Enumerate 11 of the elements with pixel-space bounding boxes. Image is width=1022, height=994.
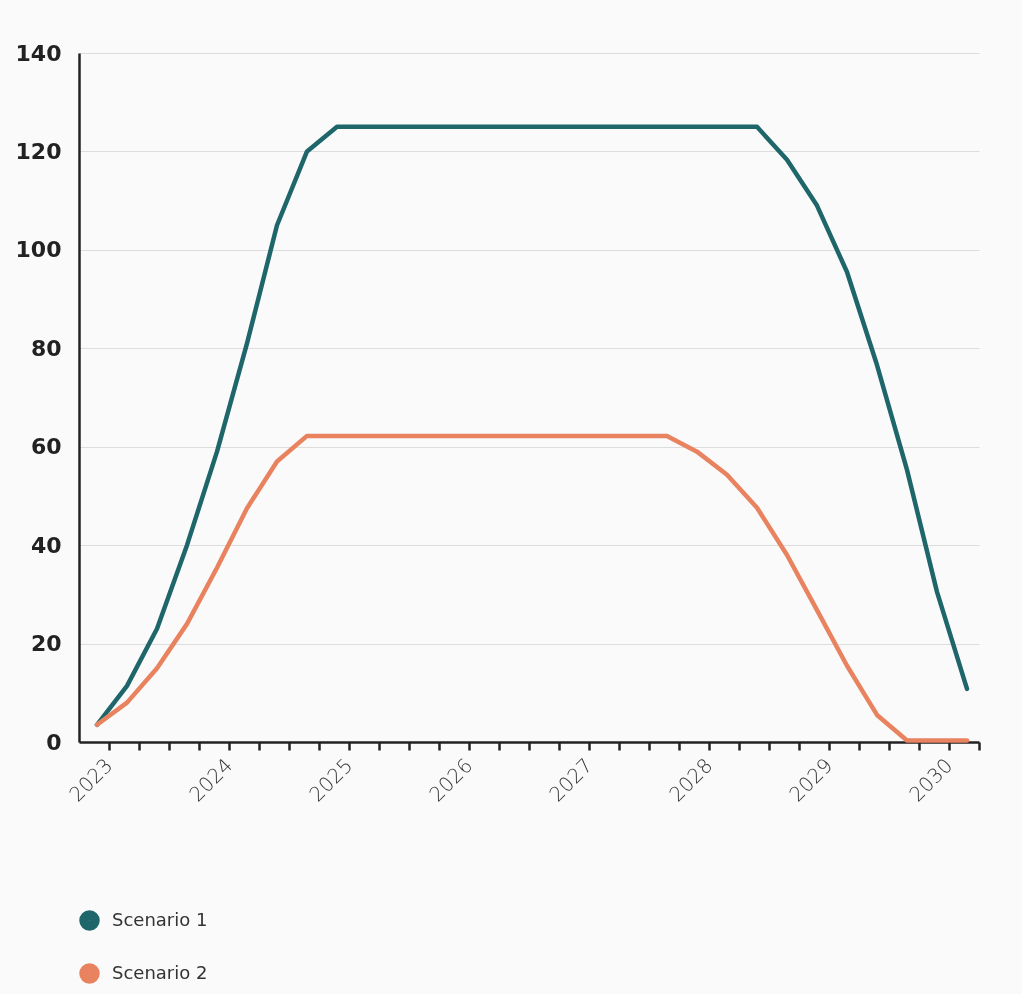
y-tick-label: 120 bbox=[15, 138, 62, 164]
legend-label: Scenario 1 bbox=[112, 908, 208, 930]
y-tick-label: 100 bbox=[15, 237, 62, 263]
y-tick-label: 80 bbox=[30, 335, 62, 361]
legend-label: Scenario 2 bbox=[112, 961, 208, 983]
y-tick-label: 40 bbox=[30, 532, 62, 558]
y-tick-label: 140 bbox=[15, 40, 62, 66]
y-tick-label: 0 bbox=[46, 729, 62, 755]
line-series bbox=[94, 433, 970, 743]
y-tick-label: 20 bbox=[30, 631, 62, 657]
y-tick-label: 60 bbox=[30, 434, 62, 460]
